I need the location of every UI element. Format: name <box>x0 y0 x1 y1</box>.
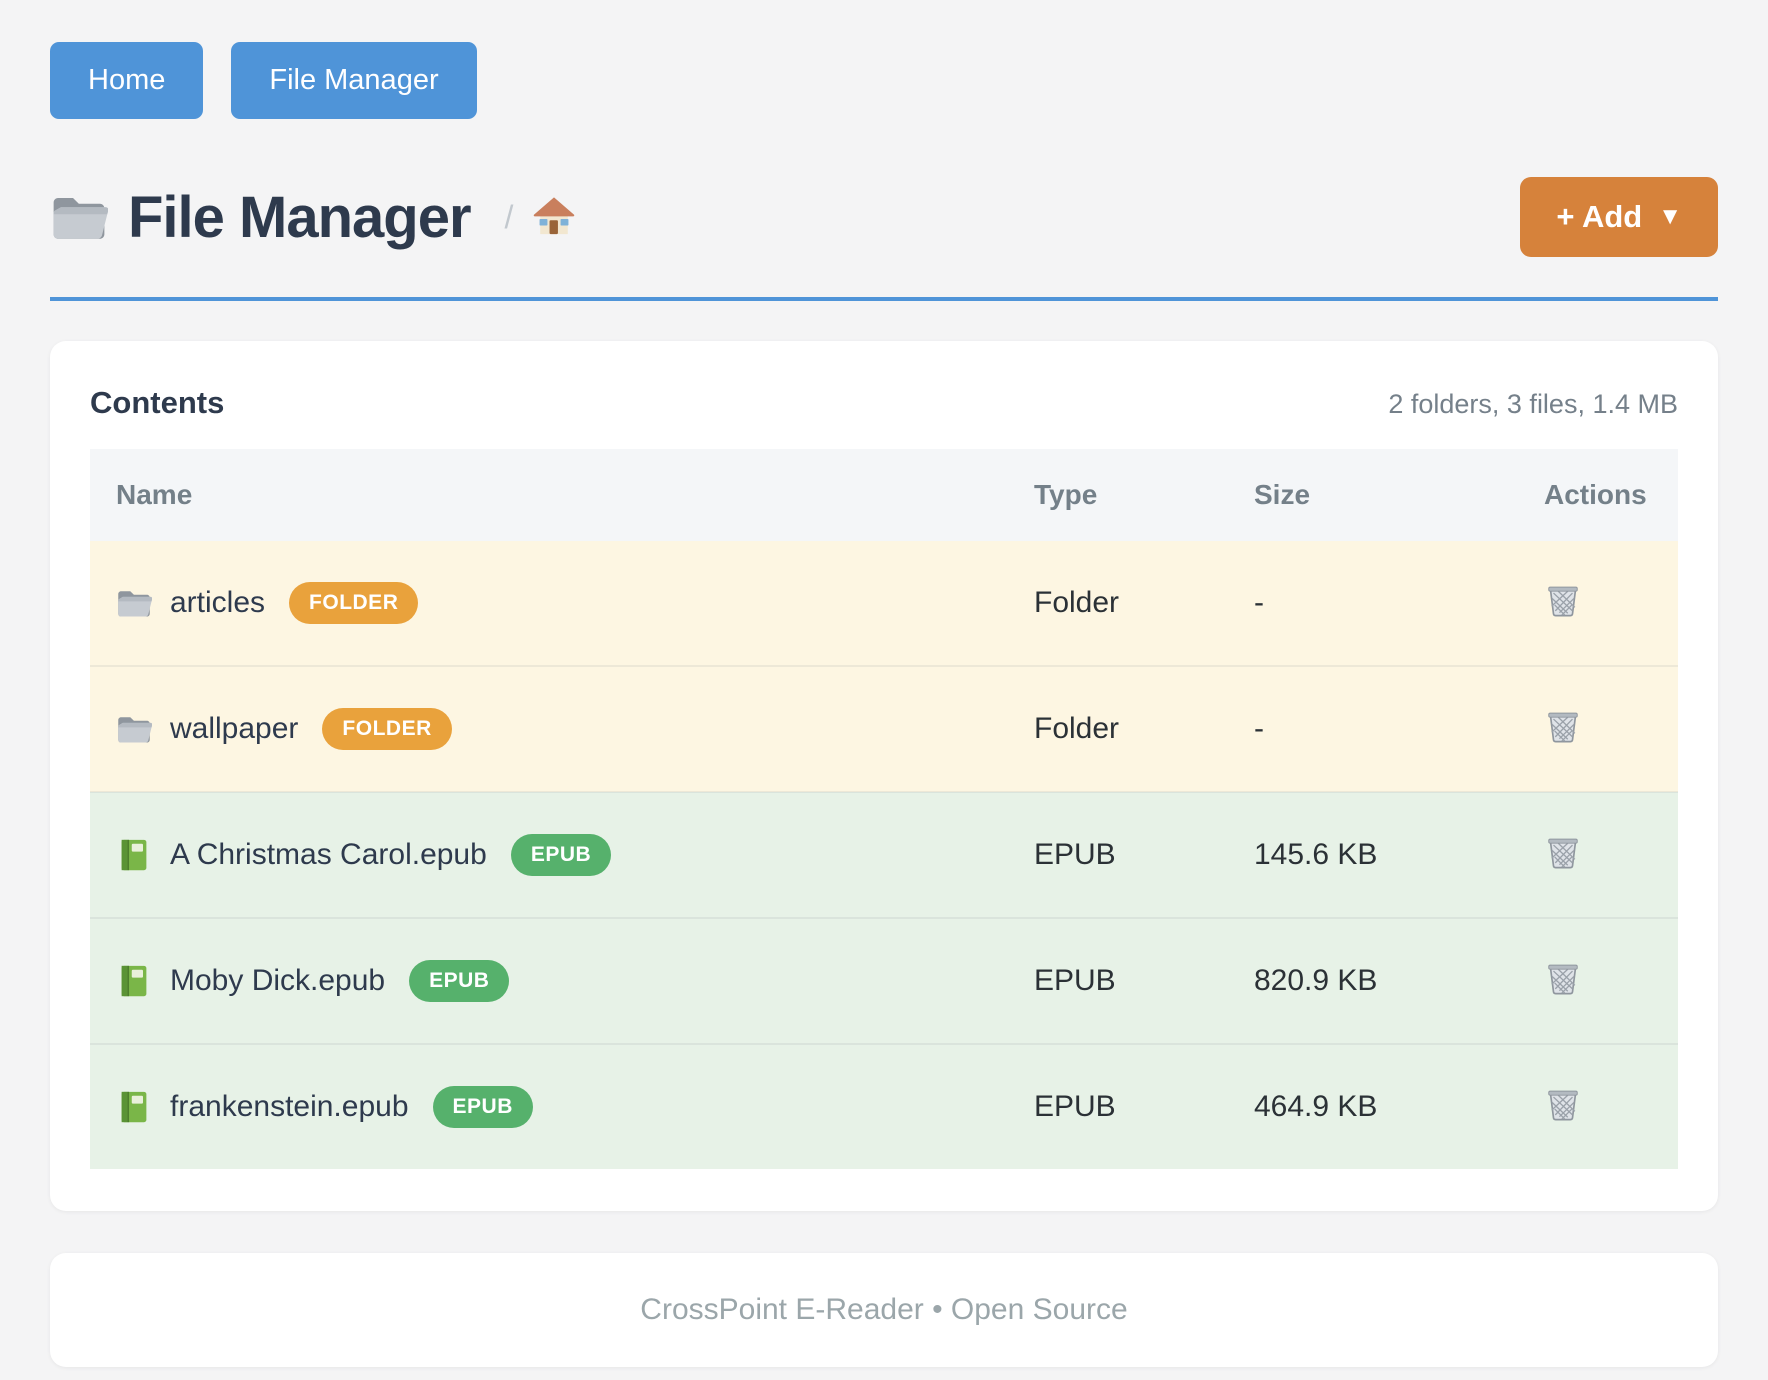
item-name[interactable]: wallpaper <box>170 712 299 745</box>
folder-icon <box>53 197 108 239</box>
delete-button[interactable] <box>1544 830 1582 872</box>
delete-button[interactable] <box>1544 704 1582 746</box>
item-size: 464.9 KB <box>1254 1090 1378 1123</box>
trash-icon <box>1547 586 1579 617</box>
trash-icon <box>1547 1090 1579 1121</box>
item-name[interactable]: articles <box>170 586 266 619</box>
item-type: EPUB <box>1034 964 1116 997</box>
epub-badge: EPUB <box>510 834 612 876</box>
column-header-name: Name <box>90 449 1008 541</box>
page-header: File Manager / + Add ▼ <box>50 177 1718 257</box>
add-button-label: + Add <box>1556 199 1643 234</box>
folder-badge: FOLDER <box>289 582 419 624</box>
nav-home-button[interactable]: Home <box>50 42 204 119</box>
chevron-down-icon: ▼ <box>1658 203 1682 230</box>
folder-icon <box>118 717 152 743</box>
title-group: File Manager / <box>50 184 575 251</box>
book-icon <box>121 1091 147 1123</box>
footer-text: CrossPoint E-Reader • Open Source <box>640 1293 1128 1326</box>
breadcrumb-separator: / <box>504 198 514 235</box>
item-name[interactable]: frankenstein.epub <box>170 1090 409 1123</box>
item-type: Folder <box>1034 586 1120 619</box>
column-header-size: Size <box>1228 449 1518 541</box>
delete-button[interactable] <box>1544 578 1582 620</box>
epub-badge: EPUB <box>432 1086 533 1128</box>
item-size: - <box>1254 712 1264 745</box>
contents-summary: 2 folders, 3 files, 1.4 MB <box>1388 389 1678 419</box>
table-row-christmas-carol[interactable]: A Christmas Carol.epub EPUB EPUB 145.6 K… <box>90 792 1678 918</box>
item-size: 145.6 KB <box>1254 838 1378 871</box>
contents-card: Contents 2 folders, 3 files, 1.4 MB Name… <box>50 341 1718 1211</box>
top-nav: Home File Manager <box>50 42 1718 119</box>
table-row-articles[interactable]: articles FOLDER Folder - <box>90 541 1678 666</box>
file-table-head: Name Type Size Actions <box>90 449 1678 541</box>
book-icon <box>121 839 147 871</box>
header-divider <box>50 297 1718 301</box>
footer-card: CrossPoint E-Reader • Open Source <box>50 1253 1718 1367</box>
table-row-frankenstein[interactable]: frankenstein.epub EPUB EPUB 464.9 KB <box>90 1044 1678 1169</box>
folder-badge: FOLDER <box>322 708 452 750</box>
book-icon <box>121 965 147 997</box>
item-name[interactable]: Moby Dick.epub <box>170 964 386 997</box>
contents-title: Contents <box>90 385 225 420</box>
nav-file-manager-button[interactable]: File Manager <box>231 42 477 119</box>
file-table: Name Type Size Actions articles FOLDER F… <box>90 449 1678 1169</box>
trash-icon <box>1547 838 1579 869</box>
trash-icon <box>1547 712 1579 743</box>
folder-icon <box>118 591 152 617</box>
column-header-actions: Actions <box>1518 449 1678 541</box>
trash-icon <box>1547 964 1579 995</box>
item-type: EPUB <box>1034 838 1116 871</box>
item-size: 820.9 KB <box>1254 964 1378 997</box>
house-icon[interactable] <box>533 196 575 238</box>
item-type: Folder <box>1034 712 1120 745</box>
item-type: EPUB <box>1034 1090 1116 1123</box>
delete-button[interactable] <box>1544 956 1582 998</box>
table-row-moby-dick[interactable]: Moby Dick.epub EPUB EPUB 820.9 KB <box>90 918 1678 1044</box>
delete-button[interactable] <box>1544 1082 1582 1124</box>
page-title: File Manager <box>128 184 472 250</box>
table-row-wallpaper[interactable]: wallpaper FOLDER Folder - <box>90 666 1678 792</box>
column-header-type: Type <box>1008 449 1228 541</box>
contents-card-header: Contents 2 folders, 3 files, 1.4 MB <box>90 385 1678 421</box>
item-size: - <box>1254 586 1264 619</box>
item-name[interactable]: A Christmas Carol.epub <box>170 838 487 871</box>
add-button[interactable]: + Add ▼ <box>1520 177 1718 257</box>
epub-badge: EPUB <box>409 960 510 1002</box>
